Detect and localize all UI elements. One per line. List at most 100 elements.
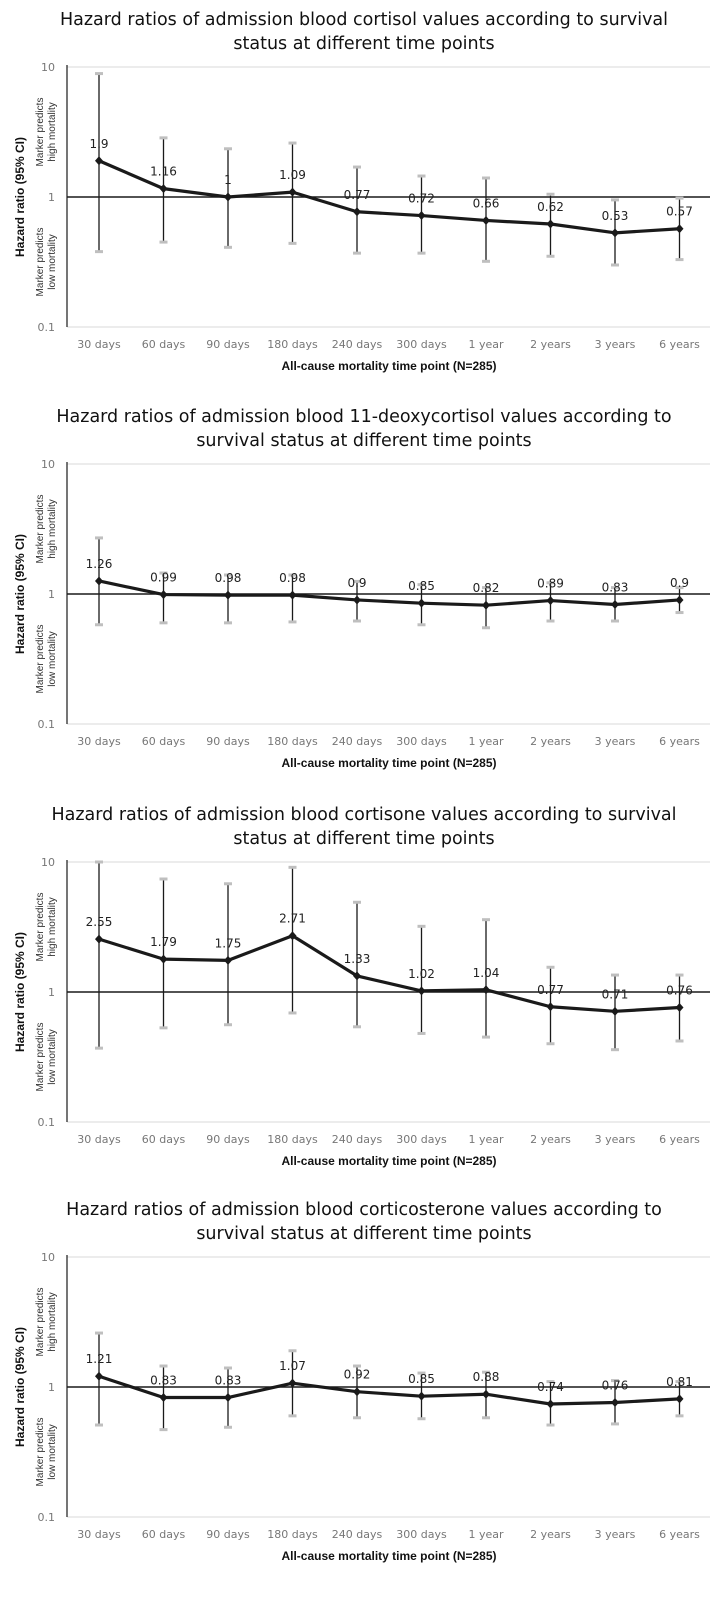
upper-note-line: high mortality — [47, 1292, 58, 1351]
data-point — [482, 215, 490, 225]
upper-note-line: Marker predicts — [35, 495, 46, 564]
data-point — [159, 954, 168, 964]
data-point — [288, 1378, 297, 1388]
x-tick-label: 180 days — [267, 735, 318, 748]
data-point — [224, 955, 232, 965]
x-tick-label: 90 days — [206, 1528, 250, 1541]
lower-note-line: Marker predicts — [35, 1023, 46, 1092]
data-point — [611, 600, 619, 610]
x-tick-label: 240 days — [332, 338, 383, 351]
data-label: 0.92 — [344, 1368, 371, 1382]
y-tick-label: 1 — [48, 588, 55, 601]
data-point — [482, 1389, 490, 1399]
x-tick-label: 30 days — [77, 1528, 121, 1541]
y-axis-label: Hazard ratio (95% CI) — [13, 534, 27, 654]
data-label: 0.74 — [537, 1380, 564, 1394]
chart-title-line: survival status at different time points — [196, 431, 531, 451]
data-label: 1 — [224, 173, 232, 187]
data-point — [353, 971, 361, 981]
data-label: 0.76 — [602, 1378, 629, 1392]
data-label: 1.79 — [150, 935, 177, 949]
data-label: 0.71 — [602, 987, 629, 1001]
x-axis-label: All-cause mortality time point (N=285) — [281, 359, 496, 373]
chart-svg: Hazard ratios of admission blood cortiso… — [13, 10, 710, 373]
chart-panel-3: Hazard ratios of admission blood cortiso… — [0, 795, 728, 1195]
x-tick-label: 1 year — [468, 1528, 504, 1541]
upper-note-line: high mortality — [47, 499, 58, 558]
data-point — [675, 1394, 684, 1404]
x-axis-label: All-cause mortality time point (N=285) — [281, 1549, 496, 1563]
upper-note-line: high mortality — [47, 102, 58, 161]
data-point — [417, 1391, 426, 1401]
x-tick-label: 180 days — [267, 338, 318, 351]
x-tick-label: 2 years — [530, 735, 571, 748]
data-point — [546, 219, 555, 229]
data-label: 0.76 — [666, 983, 693, 997]
y-tick-label: 1 — [48, 1381, 55, 1394]
data-point — [482, 600, 490, 610]
lower-note-line: low mortality — [47, 234, 58, 290]
x-tick-label: 6 years — [659, 338, 700, 351]
data-label: 0.99 — [150, 571, 177, 585]
data-point — [675, 224, 684, 234]
chart-panel-4: Hazard ratios of admission blood cortico… — [0, 1190, 728, 1590]
data-label: 0.89 — [537, 577, 564, 591]
data-point — [95, 156, 103, 166]
x-tick-label: 30 days — [77, 735, 121, 748]
x-tick-label: 6 years — [659, 735, 700, 748]
x-tick-label: 1 year — [468, 735, 504, 748]
data-label: 2.71 — [279, 912, 306, 926]
chart-svg: Hazard ratios of admission blood cortiso… — [13, 805, 710, 1168]
y-axis-label: Hazard ratio (95% CI) — [13, 1327, 27, 1447]
upper-note-line: high mortality — [47, 897, 58, 956]
chart-svg: Hazard ratios of admission blood cortico… — [13, 1200, 710, 1563]
y-tick-label: 10 — [41, 1251, 55, 1264]
data-label: 0.57 — [666, 205, 693, 219]
data-label: 1.21 — [86, 1352, 113, 1366]
chart-title-line: Hazard ratios of admission blood cortiso… — [51, 805, 676, 825]
chart-title-line: Hazard ratios of admission blood cortico… — [66, 1200, 662, 1220]
x-tick-label: 300 days — [396, 338, 447, 351]
data-point — [417, 986, 426, 996]
series-line — [98, 159, 680, 235]
x-tick-label: 3 years — [595, 735, 636, 748]
x-tick-label: 180 days — [267, 1133, 318, 1146]
data-label: 1.16 — [150, 165, 177, 179]
data-label: 2.55 — [86, 915, 113, 929]
chart-title-line: status at different time points — [233, 34, 494, 54]
data-point — [224, 590, 232, 600]
data-point — [353, 207, 361, 217]
data-label: 0.77 — [537, 983, 564, 997]
data-label: 0.62 — [537, 200, 564, 214]
data-label: 1.07 — [279, 1359, 306, 1373]
chart-title-line: status at different time points — [233, 829, 494, 849]
chart-panel-1: Hazard ratios of admission blood cortiso… — [0, 0, 728, 400]
data-label: 1.9 — [89, 137, 108, 151]
data-point — [353, 1387, 361, 1397]
data-label: 1.02 — [408, 967, 435, 981]
data-label: 1.09 — [279, 168, 306, 182]
x-tick-label: 1 year — [468, 338, 504, 351]
data-label: 0.88 — [473, 1370, 500, 1384]
data-point — [546, 1399, 555, 1409]
data-point — [159, 590, 168, 600]
data-point — [417, 598, 426, 608]
y-tick-label: 1 — [48, 191, 55, 204]
x-tick-label: 60 days — [142, 1528, 186, 1541]
data-point — [224, 1393, 232, 1403]
data-point — [546, 596, 555, 606]
chart-svg: Hazard ratios of admission blood 11-deox… — [13, 407, 710, 770]
data-label: 1.26 — [86, 557, 113, 571]
data-point — [95, 576, 103, 586]
data-point — [611, 1397, 619, 1407]
x-tick-label: 3 years — [595, 338, 636, 351]
data-label: 0.98 — [215, 571, 242, 585]
x-tick-label: 300 days — [396, 1528, 447, 1541]
x-tick-label: 1 year — [468, 1133, 504, 1146]
chart-title-line: Hazard ratios of admission blood cortiso… — [60, 10, 668, 30]
y-tick-label: 10 — [41, 61, 55, 74]
data-point — [417, 211, 426, 221]
data-point — [482, 985, 490, 995]
data-label: 0.83 — [150, 1374, 177, 1388]
data-point — [611, 228, 619, 238]
